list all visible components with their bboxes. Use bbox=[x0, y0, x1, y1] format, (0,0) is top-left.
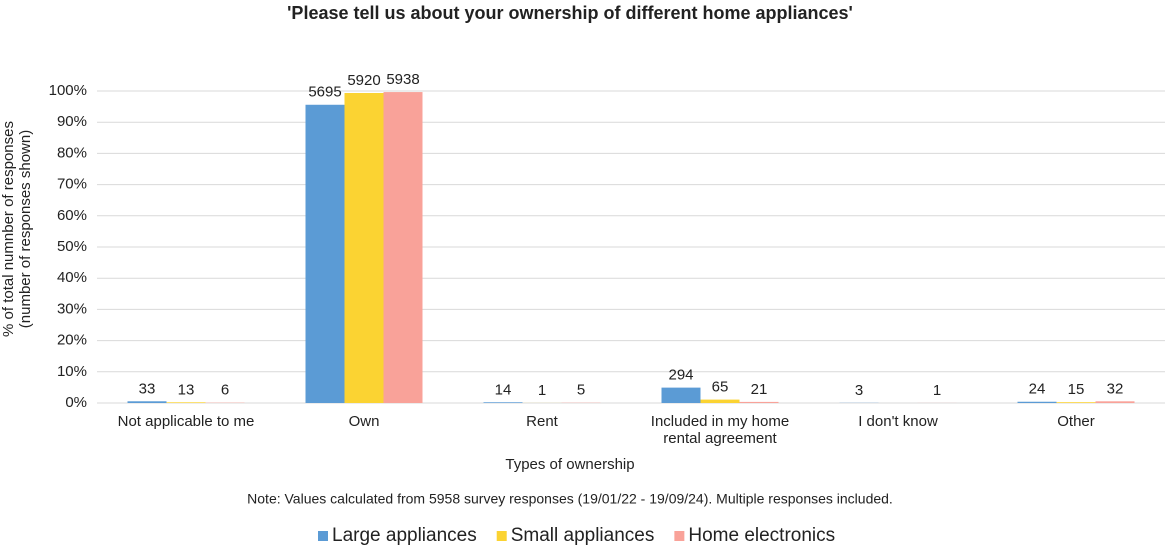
y-tick-label: 80% bbox=[57, 144, 87, 161]
bar bbox=[739, 401, 779, 403]
chart-title: 'Please tell us about your ownership of … bbox=[287, 3, 853, 23]
data-label: 3 bbox=[855, 382, 863, 399]
data-label: 5695 bbox=[308, 84, 341, 101]
legend-label: Home electronics bbox=[688, 525, 835, 546]
x-axis-title: Types of ownership bbox=[505, 456, 634, 473]
data-label: 5 bbox=[577, 382, 585, 399]
y-tick-label: 50% bbox=[57, 238, 87, 255]
bar bbox=[127, 401, 167, 403]
legend-swatch bbox=[496, 531, 507, 541]
x-tick-label: I don't know bbox=[858, 413, 938, 430]
y-tick-label: 20% bbox=[57, 332, 87, 349]
x-tick-label: Other bbox=[1057, 413, 1095, 430]
data-label: 1 bbox=[933, 382, 941, 399]
y-tick-label: 70% bbox=[57, 176, 87, 193]
legend-label: Small appliances bbox=[511, 525, 655, 546]
x-tick-label: Included in my home rental agreement bbox=[650, 413, 790, 447]
y-tick-label: 30% bbox=[57, 300, 87, 317]
bar bbox=[483, 402, 523, 403]
y-tick-label: 60% bbox=[57, 207, 87, 224]
bar bbox=[1017, 401, 1057, 403]
data-label: 14 bbox=[495, 381, 512, 398]
legend-swatch bbox=[674, 531, 685, 541]
bar bbox=[344, 92, 384, 404]
data-label: 6 bbox=[221, 382, 229, 399]
bar bbox=[1056, 402, 1096, 403]
data-label: 21 bbox=[751, 381, 768, 398]
bar bbox=[166, 402, 206, 403]
y-tick-label: 90% bbox=[57, 113, 87, 130]
bar bbox=[383, 92, 423, 404]
y-tick-label: 40% bbox=[57, 269, 87, 286]
data-label: 5938 bbox=[386, 71, 419, 88]
legend-label: Large appliances bbox=[332, 525, 477, 546]
data-label: 24 bbox=[1029, 381, 1046, 398]
bar bbox=[700, 399, 740, 403]
bar bbox=[1095, 401, 1135, 403]
y-tick-label: 0% bbox=[65, 394, 87, 411]
y-tick-label: 100% bbox=[49, 82, 87, 99]
x-tick-label: Rent bbox=[526, 413, 558, 430]
legend-swatch bbox=[318, 531, 328, 541]
data-label: 32 bbox=[1107, 380, 1124, 397]
data-label: 65 bbox=[712, 379, 729, 396]
y-tick-label: 10% bbox=[57, 363, 87, 380]
y-axis-title: % of total numnber of responses (number … bbox=[0, 121, 34, 337]
bar bbox=[305, 104, 345, 403]
bar bbox=[661, 387, 701, 403]
data-label: 5920 bbox=[347, 72, 380, 89]
data-label: 15 bbox=[1068, 381, 1085, 398]
x-tick-label: Own bbox=[348, 413, 380, 430]
data-label: 1 bbox=[538, 382, 546, 399]
data-label: 13 bbox=[178, 381, 195, 398]
data-label: 294 bbox=[668, 367, 693, 384]
note: Note: Values calculated from 5958 survey… bbox=[247, 491, 893, 507]
x-tick-label: Not applicable to me bbox=[117, 413, 255, 430]
data-label: 33 bbox=[139, 380, 156, 397]
